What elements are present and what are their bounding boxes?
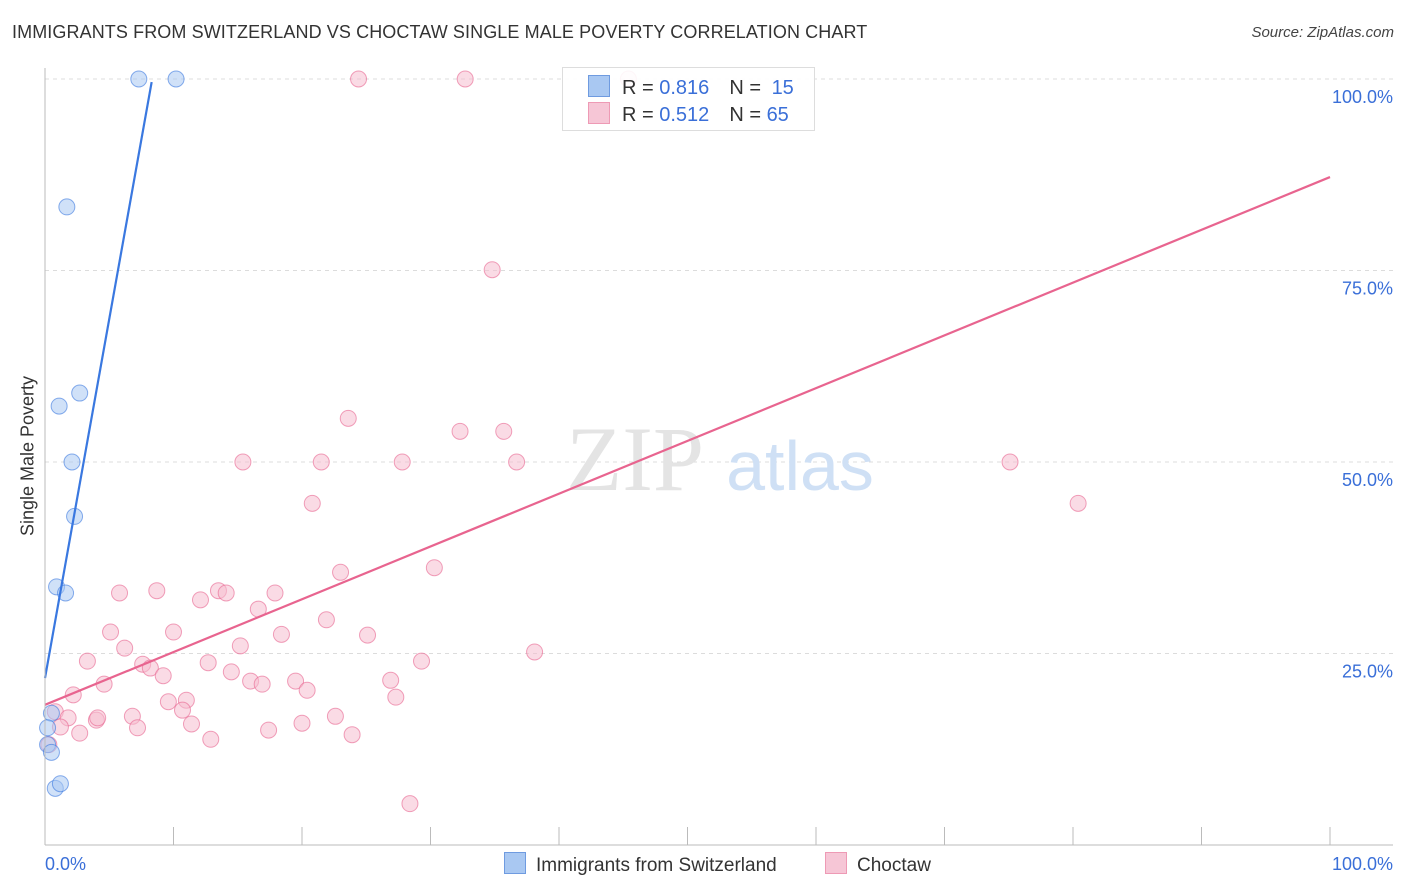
switzerland-point: [39, 719, 57, 737]
choctaw-point: [129, 719, 147, 737]
switzerland-trendline: [43, 81, 153, 679]
choctaw-point: [253, 675, 271, 693]
choctaw-point: [116, 639, 134, 657]
switzerland-point: [42, 743, 60, 761]
legend-row-switzerland: R = 0.816 N = 15: [588, 75, 794, 99]
choctaw-point: [266, 584, 284, 602]
r-value: 0.512: [659, 104, 710, 126]
n-value: 15: [771, 77, 794, 99]
choctaw-point: [343, 726, 361, 744]
y-axis-label: Single Male Poverty: [17, 375, 38, 537]
choctaw-point: [413, 652, 431, 670]
switzerland-point: [42, 704, 60, 722]
choctaw-point: [382, 671, 400, 689]
choctaw-point: [339, 409, 357, 427]
stats-legend: R = 0.816 N = 15 R = 0.512 N = 65: [562, 67, 815, 131]
choctaw-trendline: [44, 176, 1331, 706]
legend-label: Choctaw: [857, 855, 931, 876]
blue-swatch: [588, 75, 610, 97]
switzerland-point: [58, 198, 76, 216]
choctaw-point: [483, 261, 501, 279]
choctaw-point: [508, 453, 526, 471]
choctaw-point: [111, 584, 129, 602]
n-label: N =: [729, 104, 767, 126]
choctaw-point: [234, 453, 252, 471]
y-tick-label: 25.0%: [1342, 662, 1393, 682]
choctaw-point: [202, 730, 220, 748]
x-tick-label: 100.0%: [1332, 854, 1393, 874]
pink-swatch: [588, 102, 610, 124]
legend-item-switzerland: Immigrants from Switzerland: [504, 852, 777, 877]
choctaw-point: [332, 563, 350, 581]
r-label: R =: [622, 77, 660, 99]
choctaw-point: [425, 559, 443, 577]
choctaw-point: [495, 422, 513, 440]
choctaw-point: [1001, 453, 1019, 471]
choctaw-point: [199, 654, 217, 672]
choctaw-point: [231, 637, 249, 655]
switzerland-point: [51, 775, 69, 793]
choctaw-point: [287, 672, 305, 690]
choctaw-point: [159, 693, 177, 711]
watermark-zip: ZIP: [566, 408, 704, 510]
choctaw-point: [317, 611, 335, 629]
r-label: R =: [622, 104, 660, 126]
choctaw-point: [312, 453, 330, 471]
legend-label: Immigrants from Switzerland: [536, 855, 777, 876]
watermark-atlas: atlas: [726, 427, 874, 505]
choctaw-point: [78, 652, 96, 670]
choctaw-point: [182, 715, 200, 733]
choctaw-point: [260, 721, 278, 739]
choctaw-point: [456, 70, 474, 88]
n-value: 65: [766, 104, 789, 126]
choctaw-point: [148, 582, 166, 600]
choctaw-point: [293, 714, 311, 732]
switzerland-point: [167, 70, 185, 88]
r-value: 0.816: [659, 77, 710, 99]
choctaw-point: [1069, 494, 1087, 512]
switzerland-point: [71, 384, 89, 402]
choctaw-point: [165, 623, 182, 641]
choctaw-point: [326, 707, 344, 725]
choctaw-point: [401, 795, 419, 813]
choctaw-point: [387, 688, 405, 706]
choctaw-point: [154, 667, 172, 685]
choctaw-point: [526, 643, 544, 661]
blue-swatch: [504, 852, 526, 874]
choctaw-point: [298, 681, 316, 699]
chart-title: IMMIGRANTS FROM SWITZERLAND VS CHOCTAW S…: [12, 22, 868, 42]
choctaw-point: [222, 663, 240, 681]
choctaw-point: [173, 701, 191, 719]
source-label: Source: ZipAtlas.com: [1251, 24, 1394, 41]
pink-swatch: [825, 852, 847, 874]
choctaw-point: [303, 494, 321, 512]
choctaw-point: [217, 584, 235, 602]
choctaw-point: [102, 623, 120, 641]
choctaw-point: [89, 709, 107, 727]
choctaw-point: [451, 422, 469, 440]
y-tick-label: 75.0%: [1342, 279, 1393, 299]
legend-item-choctaw: Choctaw: [825, 852, 931, 877]
n-label: N =: [729, 77, 767, 99]
y-tick-label: 100.0%: [1332, 87, 1393, 107]
switzerland-point: [50, 397, 68, 415]
switzerland-point: [63, 453, 81, 471]
choctaw-point: [393, 453, 411, 471]
choctaw-point: [191, 591, 209, 609]
choctaw-point: [359, 626, 377, 644]
choctaw-point: [71, 724, 89, 742]
y-tick-label: 50.0%: [1342, 470, 1393, 490]
choctaw-point: [350, 70, 368, 88]
legend-row-choctaw: R = 0.512 N = 65: [588, 102, 789, 126]
choctaw-point: [272, 625, 290, 643]
switzerland-point: [130, 70, 148, 88]
x-tick-label: 0.0%: [45, 854, 86, 874]
